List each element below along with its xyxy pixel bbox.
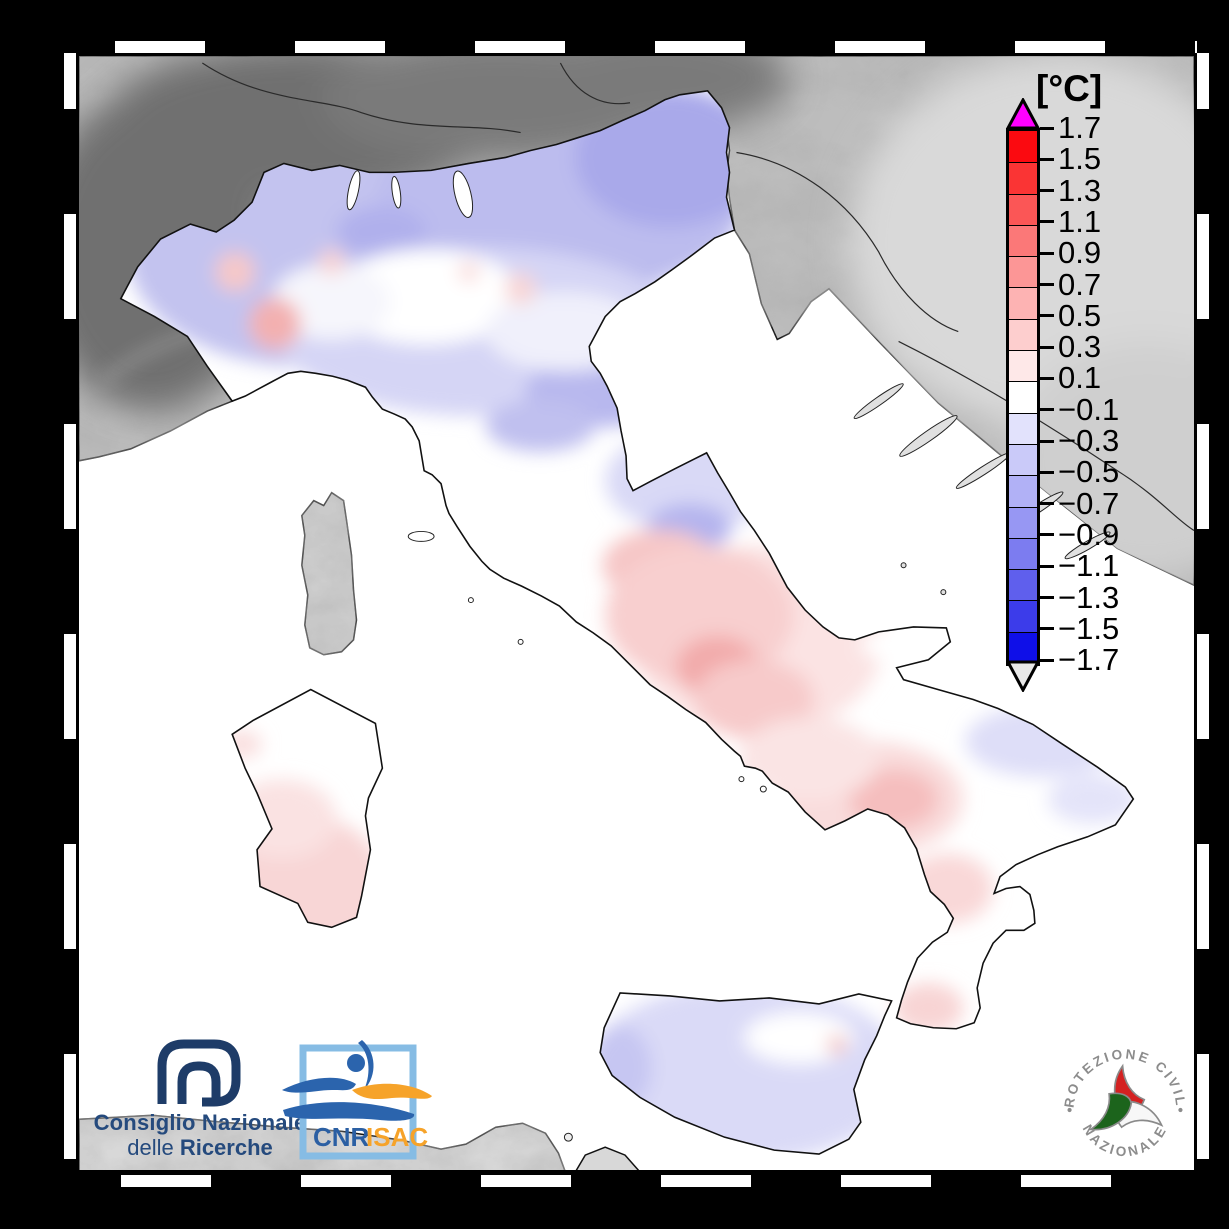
- cnr-isac-label-isac: ISAC: [366, 1122, 428, 1152]
- colorbar-segment: [1009, 443, 1037, 476]
- country-borders: [202, 62, 1194, 531]
- cnr-name-ricerche: Ricerche: [179, 1135, 273, 1160]
- colorbar-tick: [1040, 314, 1054, 318]
- colorbar-tick: [1040, 189, 1054, 193]
- colorbar-tick-label: 1.5: [1058, 141, 1102, 177]
- colorbar-tick: [1040, 627, 1054, 631]
- colorbar-tick-label: 1.1: [1058, 203, 1102, 239]
- colorbar-tick: [1040, 502, 1054, 506]
- italy-coastline: [119, 89, 1135, 1155]
- map-border-ticks-right: [1197, 53, 1209, 1173]
- colorbar-tick-label: 1.3: [1058, 172, 1102, 208]
- cnr-logo: Consiglio Nazionale delle Ricerche: [90, 1038, 310, 1168]
- colorbar-tick: [1040, 408, 1054, 412]
- colorbar-tick-label: −0.5: [1058, 454, 1120, 490]
- colorbar-tick: [1040, 439, 1054, 443]
- colorbar-tick: [1040, 126, 1054, 130]
- colorbar-tick: [1040, 220, 1054, 224]
- lakes-and-islets: [346, 170, 767, 793]
- italy-anomaly-map: [79, 56, 1194, 1170]
- map-border-ticks-left: [64, 53, 76, 1173]
- cnr-name-line2: delle Ricerche: [90, 1135, 310, 1161]
- colorbar-tick-label: 0.3: [1058, 329, 1102, 365]
- colorbar-tick-label: −0.9: [1058, 516, 1120, 552]
- colorbar-tick: [1040, 345, 1054, 349]
- colorbar-segment: [1009, 475, 1037, 507]
- cnr-isac-logo: CNR ISAC: [276, 1032, 441, 1167]
- colorbar-tick-label: −0.3: [1058, 423, 1120, 458]
- colorbar-segment: [1009, 569, 1037, 601]
- colorbar-tick: [1040, 596, 1054, 599]
- cnr-emblem-icon: [157, 1039, 241, 1107]
- colorbar-tick: [1040, 251, 1054, 255]
- colorbar-scale: [1006, 128, 1040, 667]
- colorbar-tick: [1040, 658, 1054, 662]
- colorbar-tick-label: −1.3: [1058, 579, 1120, 615]
- colorbar-tick-label: 0.7: [1058, 266, 1102, 302]
- colorbar-tick: [1040, 376, 1054, 380]
- colorbar-segment: [1009, 224, 1037, 257]
- corsica: [301, 491, 358, 656]
- cnr-name-delle: delle: [127, 1135, 180, 1160]
- colorbar-tick: [1040, 564, 1054, 568]
- colorbar-segment: [1009, 162, 1037, 194]
- colorbar: [°C] 1.7 1.5 1.3 1.1 0.9 0.7 0.5 0.3 0.1 −0.1 −0.3…: [1006, 68, 1156, 698]
- colorbar-tick: [1040, 533, 1054, 537]
- colorbar-over-arrow: [1006, 98, 1040, 130]
- colorbar-tick-label: 0.1: [1058, 360, 1102, 396]
- colorbar-tick-label: 0.5: [1058, 297, 1102, 333]
- colorbar-tick: [1040, 470, 1054, 474]
- cnr-isac-emblem-icon: CNR ISAC: [282, 1040, 432, 1160]
- colorbar-segment: [1009, 350, 1037, 382]
- colorbar-segment: [1009, 412, 1037, 444]
- colorbar-tick-label: −0.1: [1058, 391, 1120, 427]
- colorbar-tick-label: 1.7: [1058, 110, 1102, 145]
- colorbar-segment: [1009, 537, 1037, 570]
- protezione-civile-logo: PROTEZIONE CIVILE NAZIONALE: [1051, 1030, 1193, 1178]
- colorbar-tick-label: −1.5: [1058, 610, 1120, 646]
- cnr-name-line1: Consiglio Nazionale: [93, 1110, 307, 1135]
- colorbar-segment: [1009, 193, 1037, 225]
- pc-triskelion-icon: [1088, 1063, 1164, 1131]
- colorbar-segment: [1009, 381, 1037, 413]
- colorbar-title: [°C]: [1036, 68, 1103, 109]
- cnr-isac-label-cnr: CNR: [313, 1122, 370, 1152]
- colorbar-under-arrow: [1006, 660, 1040, 692]
- colorbar-segment: [1009, 287, 1037, 319]
- colorbar-segment: [1009, 256, 1037, 288]
- colorbar-tick-label: 0.9: [1058, 235, 1102, 271]
- colorbar-segment: [1009, 600, 1037, 632]
- colorbar-tick-label: −1.1: [1058, 548, 1120, 584]
- colorbar-segment: [1009, 631, 1037, 664]
- map-border-ticks-top: [76, 41, 1197, 53]
- colorbar-tick: [1040, 157, 1054, 161]
- colorbar-tick-label: −1.7: [1058, 642, 1120, 678]
- colorbar-segment: [1009, 506, 1037, 538]
- colorbar-segment: [1009, 131, 1037, 163]
- colorbar-segment: [1009, 318, 1037, 351]
- north-africa: [79, 1114, 640, 1170]
- colorbar-tick: [1040, 283, 1054, 286]
- protezione-civile-emblem-icon: PROTEZIONE CIVILE NAZIONALE: [1051, 1030, 1186, 1159]
- map-border-ticks-bottom: [76, 1175, 1197, 1187]
- colorbar-tick-label: −0.7: [1058, 485, 1120, 521]
